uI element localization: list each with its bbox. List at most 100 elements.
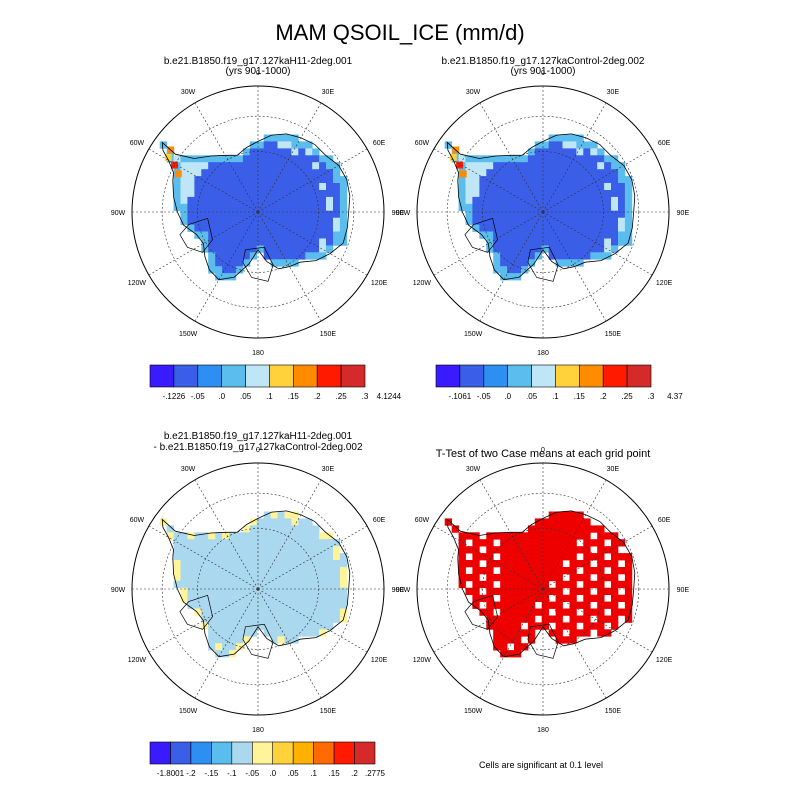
grid-cell xyxy=(236,580,244,589)
grid-cell xyxy=(242,203,251,212)
lon-label: 120E xyxy=(656,280,673,287)
grid-cell xyxy=(339,608,348,616)
grid-cell xyxy=(590,539,598,547)
grid-cell xyxy=(222,643,230,651)
grid-cell xyxy=(611,567,619,575)
grid-cell xyxy=(298,190,306,198)
grid-cell xyxy=(305,560,313,568)
grid-cell xyxy=(305,601,313,609)
grid-cell xyxy=(277,155,285,163)
grid-cell xyxy=(555,518,563,526)
grid-cell xyxy=(194,573,202,582)
grid-cell xyxy=(604,196,612,205)
lon-label: 30E xyxy=(322,466,335,473)
grid-cell xyxy=(291,190,299,198)
grid-cell xyxy=(263,238,271,246)
grid-cell xyxy=(319,594,327,602)
grid-cell xyxy=(527,573,536,582)
grid-cell xyxy=(472,203,480,212)
grid-cells xyxy=(444,134,633,281)
grid-cell xyxy=(548,553,556,561)
grid-cell xyxy=(284,532,292,540)
grid-cell xyxy=(263,629,271,637)
grid-cell xyxy=(236,245,244,253)
grid-cell xyxy=(493,587,501,595)
grid-cell xyxy=(263,183,271,191)
grid-cell xyxy=(319,238,327,246)
grid-cell xyxy=(548,601,556,609)
grid-cell xyxy=(312,196,320,205)
grid-cell xyxy=(215,629,223,637)
lon-label: 60E xyxy=(373,517,386,524)
lon-label: 90W xyxy=(111,210,126,217)
grid-cell xyxy=(298,245,306,253)
grid-cell xyxy=(624,176,633,184)
grid-cell xyxy=(305,231,313,239)
grid-cell xyxy=(291,224,299,232)
grid-cell xyxy=(291,636,299,644)
grid-cell xyxy=(222,155,230,163)
grid-cell xyxy=(569,525,577,533)
grid-cell xyxy=(541,210,549,218)
grid-cell xyxy=(256,615,264,623)
grid-cell xyxy=(319,155,327,163)
grid-cell xyxy=(270,567,278,575)
panel-4-note: Cells are significant at 0.1 level xyxy=(479,760,603,770)
colorbar-box xyxy=(211,741,233,765)
grid-cell xyxy=(242,615,251,623)
grid-cell xyxy=(236,252,244,260)
grid-cell xyxy=(562,532,570,540)
grid-cell xyxy=(541,546,549,554)
grid-cell xyxy=(208,594,216,602)
grid-cell xyxy=(305,141,313,149)
grid-cell xyxy=(555,615,563,623)
grid-cell xyxy=(569,210,577,218)
grid-cell xyxy=(215,155,223,163)
grid-cell xyxy=(576,252,584,260)
grid-cell xyxy=(298,539,306,547)
grid-cell xyxy=(242,252,251,260)
grid-cell xyxy=(242,148,251,156)
grid-cell xyxy=(333,615,341,623)
grid-cell xyxy=(555,141,563,149)
grid-cell xyxy=(597,183,605,191)
grid-cell xyxy=(333,169,341,177)
ross-ice-shelf xyxy=(242,246,274,282)
grid-cell xyxy=(215,560,223,568)
grid-cell xyxy=(333,560,341,568)
grid-cell xyxy=(527,560,536,568)
grid-cell xyxy=(284,608,292,616)
colorbar-label: -.1226 xyxy=(163,392,186,401)
grid-cell xyxy=(319,601,327,609)
grid-cell xyxy=(624,190,633,198)
grid-cell xyxy=(194,587,202,595)
lon-label: 180 xyxy=(252,350,264,357)
grid-cell xyxy=(534,573,543,582)
grid-cell xyxy=(500,587,508,595)
grid-cell xyxy=(479,608,487,616)
grid-cell xyxy=(597,629,605,637)
grid-cell xyxy=(215,273,223,281)
grid-cell xyxy=(256,155,264,163)
grid-cell xyxy=(277,601,285,609)
grid-cell xyxy=(541,615,549,623)
grid-cell xyxy=(569,148,577,156)
grid-cell xyxy=(541,183,549,191)
grid-cell xyxy=(493,245,501,253)
grid-cell xyxy=(222,203,230,212)
grid-cell xyxy=(493,238,501,246)
grid-cell xyxy=(249,141,258,149)
grid-cell xyxy=(597,162,605,170)
grid-cell xyxy=(583,518,591,526)
grid-cell xyxy=(583,162,591,170)
grid-cell xyxy=(618,567,626,575)
grid-cell xyxy=(583,553,591,561)
grid-cell xyxy=(569,594,577,602)
grid-cell xyxy=(527,608,536,616)
grid-cell xyxy=(597,210,605,218)
grid-cell xyxy=(277,532,285,540)
grid-cell xyxy=(249,518,258,526)
grid-cell xyxy=(514,567,522,575)
latitude-circle xyxy=(161,115,355,309)
